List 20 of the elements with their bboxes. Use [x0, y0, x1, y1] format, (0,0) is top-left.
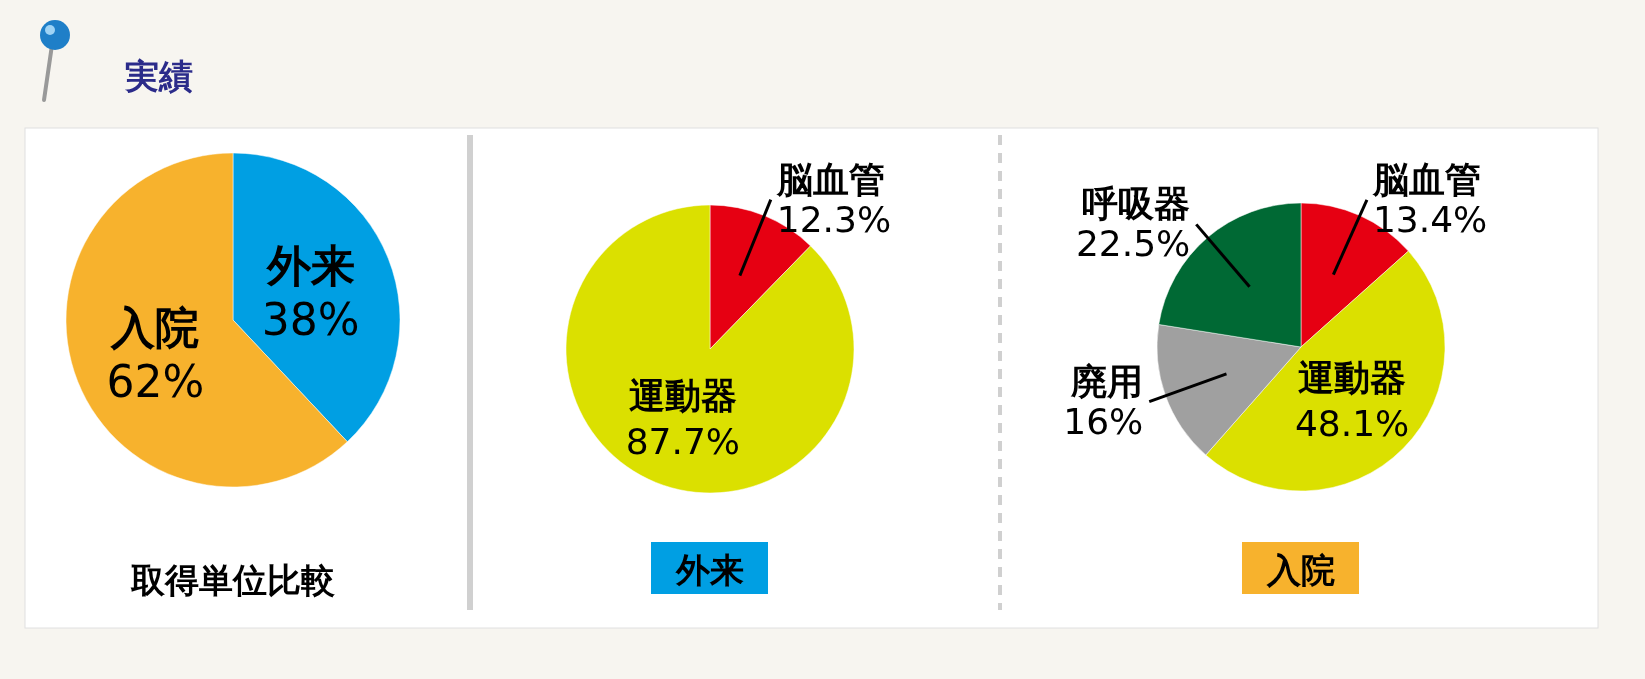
data-label: 16%	[1063, 400, 1144, 442]
slice-label: 廃用	[1070, 360, 1144, 402]
text: 実績	[124, 56, 193, 96]
text: 外来	[675, 550, 744, 590]
slice-label: 運動器	[628, 374, 737, 416]
data-label: 48.1%	[1294, 402, 1410, 444]
slice-label: 入院	[110, 301, 200, 353]
slice-label: 呼吸器	[1082, 183, 1191, 225]
text: 入院	[1266, 550, 1335, 590]
data-label: 12.3%	[776, 198, 892, 240]
data-label: 13.4%	[1372, 198, 1488, 240]
data-label: 62%	[106, 355, 205, 407]
slice-label: 外来	[264, 240, 355, 292]
text: 取得単位比較	[130, 560, 335, 600]
data-label: 87.7%	[625, 420, 741, 462]
slice-label: 運動器	[1298, 356, 1407, 398]
data-label: 38%	[261, 294, 360, 346]
slice-label: 脳血管	[1371, 158, 1481, 200]
slice-label: 脳血管	[775, 158, 885, 200]
data-label: 22.5%	[1075, 223, 1191, 265]
